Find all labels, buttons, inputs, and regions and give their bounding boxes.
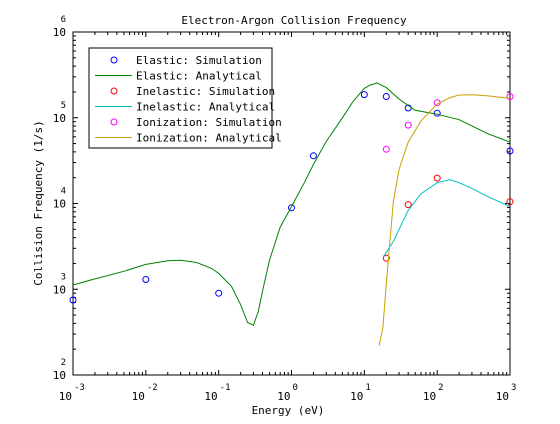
y-tick-label: 10 [53,26,66,39]
y-tick-exponent: 2 [61,358,66,368]
ionization-simulation-point [382,145,390,153]
inelastic-simulation-point [404,201,412,209]
x-tick-label: 10 [132,390,145,403]
x-tick-label: 10 [496,390,509,403]
ionization-simulation-point [506,93,514,100]
elastic-simulation-point [360,91,368,99]
y-axis-label: Collision Frequency (1/s) [32,120,45,286]
legend-swatch-ionization-simulation [110,118,118,126]
legend-swatch-elastic-simulation [110,56,118,64]
x-tick-exponent: 0 [293,383,298,393]
x-tick-label: 10 [59,390,72,403]
elastic-simulation-point [382,93,390,100]
x-tick-label: 10 [277,390,290,403]
elastic-analytical-line [72,82,511,326]
legend-label: Elastic: Simulation [136,54,262,67]
x-tick-exponent: 2 [438,383,443,393]
x-tick-label: 10 [204,390,217,403]
x-tick-exponent: 3 [511,383,516,393]
legend-swatch-inelastic-simulation [110,87,118,95]
x-tick-label: 10 [423,390,436,403]
x-tick-exponent: -2 [147,383,158,393]
inelastic-simulation-point [382,254,390,262]
y-tick-exponent: 6 [61,15,66,25]
elastic-simulation-point [309,152,317,160]
elastic-simulation-point [506,147,514,155]
legend-label: Elastic: Analytical [136,70,262,83]
ionization-analytical-line [378,94,511,346]
legend-box [88,47,273,149]
ionization-simulation-point [404,121,412,129]
inelastic-analytical-line [382,179,511,258]
elastic-simulation-point [215,289,223,297]
y-tick-exponent: 5 [61,101,66,111]
elastic-simulation-point [142,276,150,283]
y-tick-exponent: 4 [61,187,66,197]
x-axis-label: Energy (eV) [252,404,325,417]
chart-title: Electron-Argon Collision Frequency [181,14,407,27]
x-tick-exponent: -3 [74,383,85,393]
y-tick-exponent: 3 [61,272,66,282]
inelastic-simulation-point [433,174,441,182]
elastic-simulation-point [69,296,77,304]
y-tick-label: 10 [53,198,66,211]
x-tick-exponent: 1 [365,383,370,393]
series-group [69,82,514,346]
legend-label: Ionization: Analytical [136,132,282,145]
elastic-simulation-point [288,204,295,212]
y-tick-label: 10 [53,283,66,296]
x-tick-label: 10 [350,390,363,403]
legend-label: Ionization: Simulation [136,116,282,129]
x-tick-exponent: -1 [220,383,231,393]
legend-label: Inelastic: Simulation [136,85,275,98]
y-tick-label: 10 [53,369,66,382]
legend-label: Inelastic: Analytical [136,101,275,114]
y-tick-label: 10 [53,112,66,125]
inelastic-simulation-point [506,198,514,206]
legend: Elastic: Simulation Elastic: Analytical In… [88,47,282,149]
